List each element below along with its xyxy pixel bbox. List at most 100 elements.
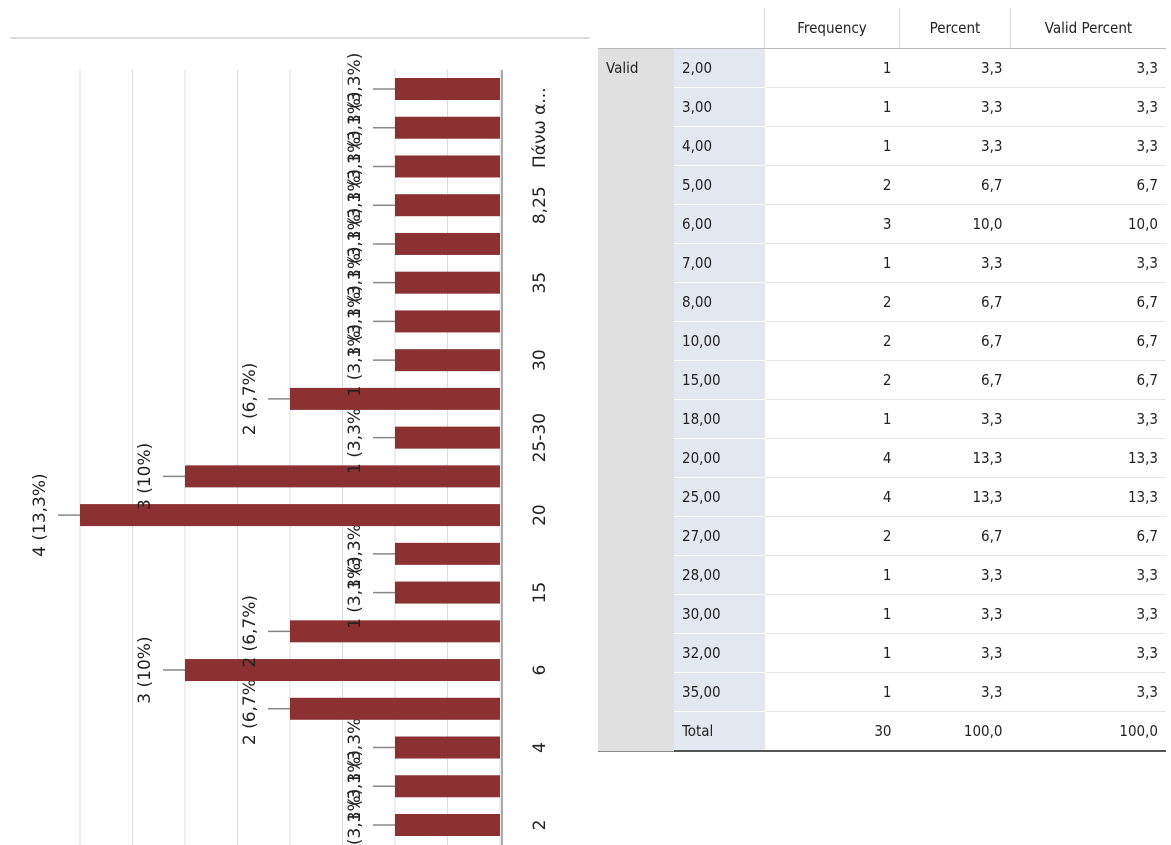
- bar: [290, 620, 500, 643]
- row-label: 6,00: [674, 204, 765, 244]
- cell: 6,7: [1010, 282, 1166, 322]
- category-label: Πάνω α...: [530, 87, 550, 168]
- cell: 3,3: [1010, 555, 1166, 595]
- column-header: Frequency: [764, 8, 900, 49]
- row-label: 28,00: [674, 555, 765, 595]
- cell: 1: [764, 48, 900, 88]
- table-row: 20,00 4 13,3 13,3: [598, 438, 1166, 478]
- cell: 2: [764, 321, 900, 361]
- cell: 10,0: [1010, 204, 1166, 244]
- cell: 6,7: [1010, 360, 1166, 400]
- cell: 3,3: [899, 87, 1011, 127]
- cell: 3,3: [1010, 48, 1166, 88]
- cell: 2: [764, 165, 900, 205]
- data-label: 1 (3,3%): [345, 517, 365, 590]
- cell: 13,3: [1010, 438, 1166, 478]
- row-label: 2,00: [674, 48, 765, 88]
- bar: [395, 271, 500, 294]
- cell: 3,3: [1010, 126, 1166, 166]
- cell: 6,7: [899, 360, 1011, 400]
- bar: [290, 387, 500, 410]
- row-label: 32,00: [674, 633, 765, 673]
- cell: 3,3: [1010, 633, 1166, 673]
- category-label: 15: [530, 582, 550, 604]
- row-label: 20,00: [674, 438, 765, 478]
- data-label: 1 (3,3%): [345, 285, 365, 358]
- bar: [80, 504, 500, 527]
- table-row: 15,00 2 6,7 6,7: [598, 360, 1166, 400]
- table-row: 18,00 1 3,3 3,3: [598, 399, 1166, 439]
- table-row: 6,00 3 10,0 10,0: [598, 204, 1166, 244]
- bar: [395, 194, 500, 217]
- bar: [395, 116, 500, 139]
- data-label: 1 (3,3%): [345, 789, 365, 845]
- header-row: Frequency Percent Valid Percent: [598, 8, 1166, 49]
- data-label: 1 (3,3%): [345, 711, 365, 784]
- cell: 3,3: [899, 126, 1011, 166]
- table-row: 5,00 2 6,7 6,7: [598, 165, 1166, 205]
- cell: 3,3: [899, 633, 1011, 673]
- total-row: Total 30 100,0 100,0: [598, 711, 1166, 752]
- data-label: 1 (3,3%): [345, 556, 365, 629]
- row-label: 18,00: [674, 399, 765, 439]
- data-label: 1 (3,3%): [345, 324, 365, 397]
- cell: 4: [764, 438, 900, 478]
- data-label: 1 (3,3%): [345, 169, 365, 242]
- table-body: Valid 2,00 1 3,3 3,3 3,00 1 3,3 3,3 4,00 1 3,3 3,3 5,…: [598, 48, 1166, 752]
- cell: 3,3: [1010, 399, 1166, 439]
- cell: 3: [764, 204, 900, 244]
- chart: 1 (3,3%) 21 (3,3%)1 (3,3%) 42 (6,7%)3 (10%…: [10, 37, 590, 845]
- row-label: 30,00: [674, 594, 765, 634]
- bar: [395, 581, 500, 604]
- cell: 3,3: [1010, 243, 1166, 283]
- bar: [395, 78, 500, 100]
- cell: 1: [764, 87, 900, 127]
- cell: 3,3: [899, 399, 1011, 439]
- cell: 6,7: [899, 165, 1011, 205]
- column-header: Valid Percent: [1010, 8, 1166, 49]
- bar: [395, 775, 500, 798]
- row-label: 5,00: [674, 165, 765, 205]
- table-row: 3,00 1 3,3 3,3: [598, 87, 1166, 127]
- cell: 3,3: [1010, 594, 1166, 634]
- table-row: 8,00 2 6,7 6,7: [598, 282, 1166, 322]
- data-label: 3 (10%): [135, 636, 155, 703]
- category-label: 4: [530, 742, 550, 753]
- row-label: 4,00: [674, 126, 765, 166]
- data-label: 1 (3,3%): [345, 401, 365, 474]
- cell: 30: [764, 711, 900, 752]
- frequency-table: Frequency Percent Valid Percent Valid 2,0…: [598, 8, 1166, 752]
- cell: 6,7: [899, 321, 1011, 361]
- category-label: 35: [530, 272, 550, 294]
- cell: 100,0: [899, 711, 1011, 752]
- bar: [290, 697, 500, 720]
- data-label: 1 (3,3%): [345, 246, 365, 319]
- bar: [185, 659, 500, 682]
- bar: [395, 814, 500, 836]
- data-label: 1 (3,3%): [345, 750, 365, 823]
- data-label: 3 (10%): [135, 443, 155, 510]
- row-label: 35,00: [674, 672, 765, 712]
- cell: 10,0: [899, 204, 1011, 244]
- table-row: 35,00 1 3,3 3,3: [598, 672, 1166, 712]
- table-row: 27,00 2 6,7 6,7: [598, 516, 1166, 556]
- data-label: 2 (6,7%): [240, 595, 260, 668]
- category-label: 6: [530, 665, 550, 676]
- cell: 4: [764, 477, 900, 517]
- table-row: 7,00 1 3,3 3,3: [598, 243, 1166, 283]
- cell: 3,3: [899, 48, 1011, 88]
- data-label: 2 (6,7%): [240, 363, 260, 436]
- row-label: Total: [674, 711, 765, 752]
- cell: 100,0: [1010, 711, 1166, 752]
- cell: 1: [764, 555, 900, 595]
- data-label: 1 (3,3%): [345, 91, 365, 164]
- cell: 13,3: [899, 477, 1011, 517]
- cell: 1: [764, 243, 900, 283]
- cell: 3,3: [899, 243, 1011, 283]
- cell: 1: [764, 594, 900, 634]
- cell: 6,7: [1010, 516, 1166, 556]
- table-row: 4,00 1 3,3 3,3: [598, 126, 1166, 166]
- table-row: 10,00 2 6,7 6,7: [598, 321, 1166, 361]
- bar: [395, 736, 500, 759]
